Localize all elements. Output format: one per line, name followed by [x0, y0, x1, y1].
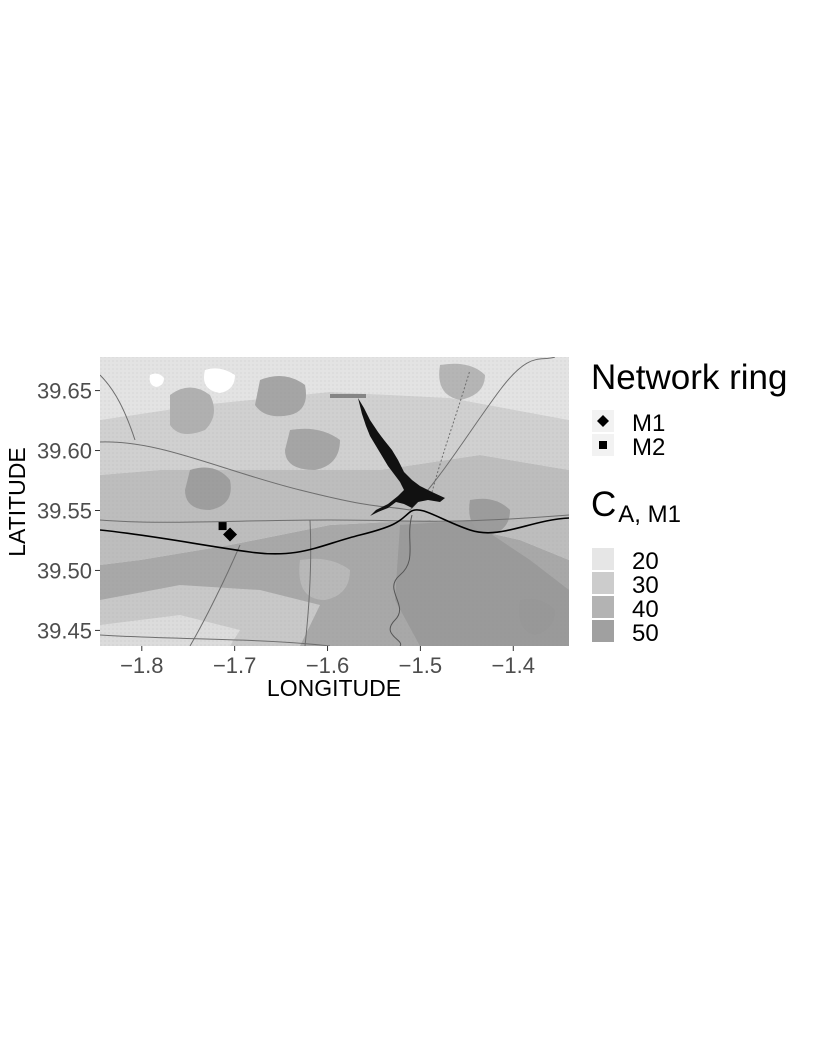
stipple-overlay — [100, 357, 569, 646]
legend-swatch-40 — [592, 596, 614, 618]
y-tick-label: 39.45 — [37, 618, 92, 643]
y-axis-title: LATITUDE — [4, 447, 30, 556]
place-label — [330, 394, 366, 398]
x-tick-label: −1.8 — [120, 653, 163, 678]
x-axis: −1.8 −1.7 −1.6 −1.5 −1.4 — [120, 646, 535, 678]
legend-fill-label-40: 40 — [632, 596, 659, 623]
x-tick-label: −1.5 — [399, 653, 442, 678]
legend-swatch-50 — [592, 620, 614, 642]
legend-diamond-icon — [597, 415, 609, 427]
road — [409, 357, 556, 511]
river — [389, 514, 413, 646]
y-tick-label: 39.55 — [37, 498, 92, 523]
legend-concentration: CA, M1 20 30 40 50 — [591, 485, 681, 647]
legend-fill-label-50: 50 — [632, 620, 659, 647]
y-tick-label: 39.50 — [37, 558, 92, 583]
legend-fill-label-30: 30 — [632, 572, 659, 599]
legend-network-ring: Network ring M1 M2 — [591, 358, 787, 461]
legend-fill-title-sub: A, M1 — [618, 501, 681, 528]
legend-shape-label-m2: M2 — [632, 434, 665, 461]
legend-swatch-30 — [592, 572, 614, 594]
point-m2 — [218, 522, 227, 531]
legend-square-icon — [599, 441, 607, 449]
y-tick-label: 39.60 — [37, 439, 92, 464]
road — [100, 514, 569, 523]
points-layer — [218, 522, 238, 542]
highway — [100, 509, 569, 555]
road — [189, 544, 241, 646]
clearings — [149, 368, 235, 393]
road — [100, 634, 331, 646]
road — [429, 369, 471, 501]
legend-fill-label-20: 20 — [632, 548, 659, 575]
legend-fill-title-main: C — [591, 485, 616, 524]
legend-swatch-20 — [592, 548, 614, 570]
x-tick-label: −1.6 — [306, 653, 349, 678]
concentration-zones — [100, 357, 569, 646]
road — [100, 374, 136, 441]
legend-shape-title: Network ring — [591, 358, 787, 397]
map-panel — [100, 357, 569, 646]
road — [304, 519, 312, 646]
legend-shape-label-m1: M1 — [632, 410, 665, 437]
legend-fill-title: CA, M1 — [591, 485, 681, 528]
x-tick-label: −1.4 — [492, 653, 535, 678]
y-tick-label: 39.65 — [37, 379, 92, 404]
x-axis-title: LONGITUDE — [267, 675, 401, 701]
y-axis: 39.45 39.50 39.55 39.60 39.65 — [37, 379, 100, 643]
point-m1 — [223, 527, 238, 542]
x-tick-label: −1.7 — [213, 653, 256, 678]
